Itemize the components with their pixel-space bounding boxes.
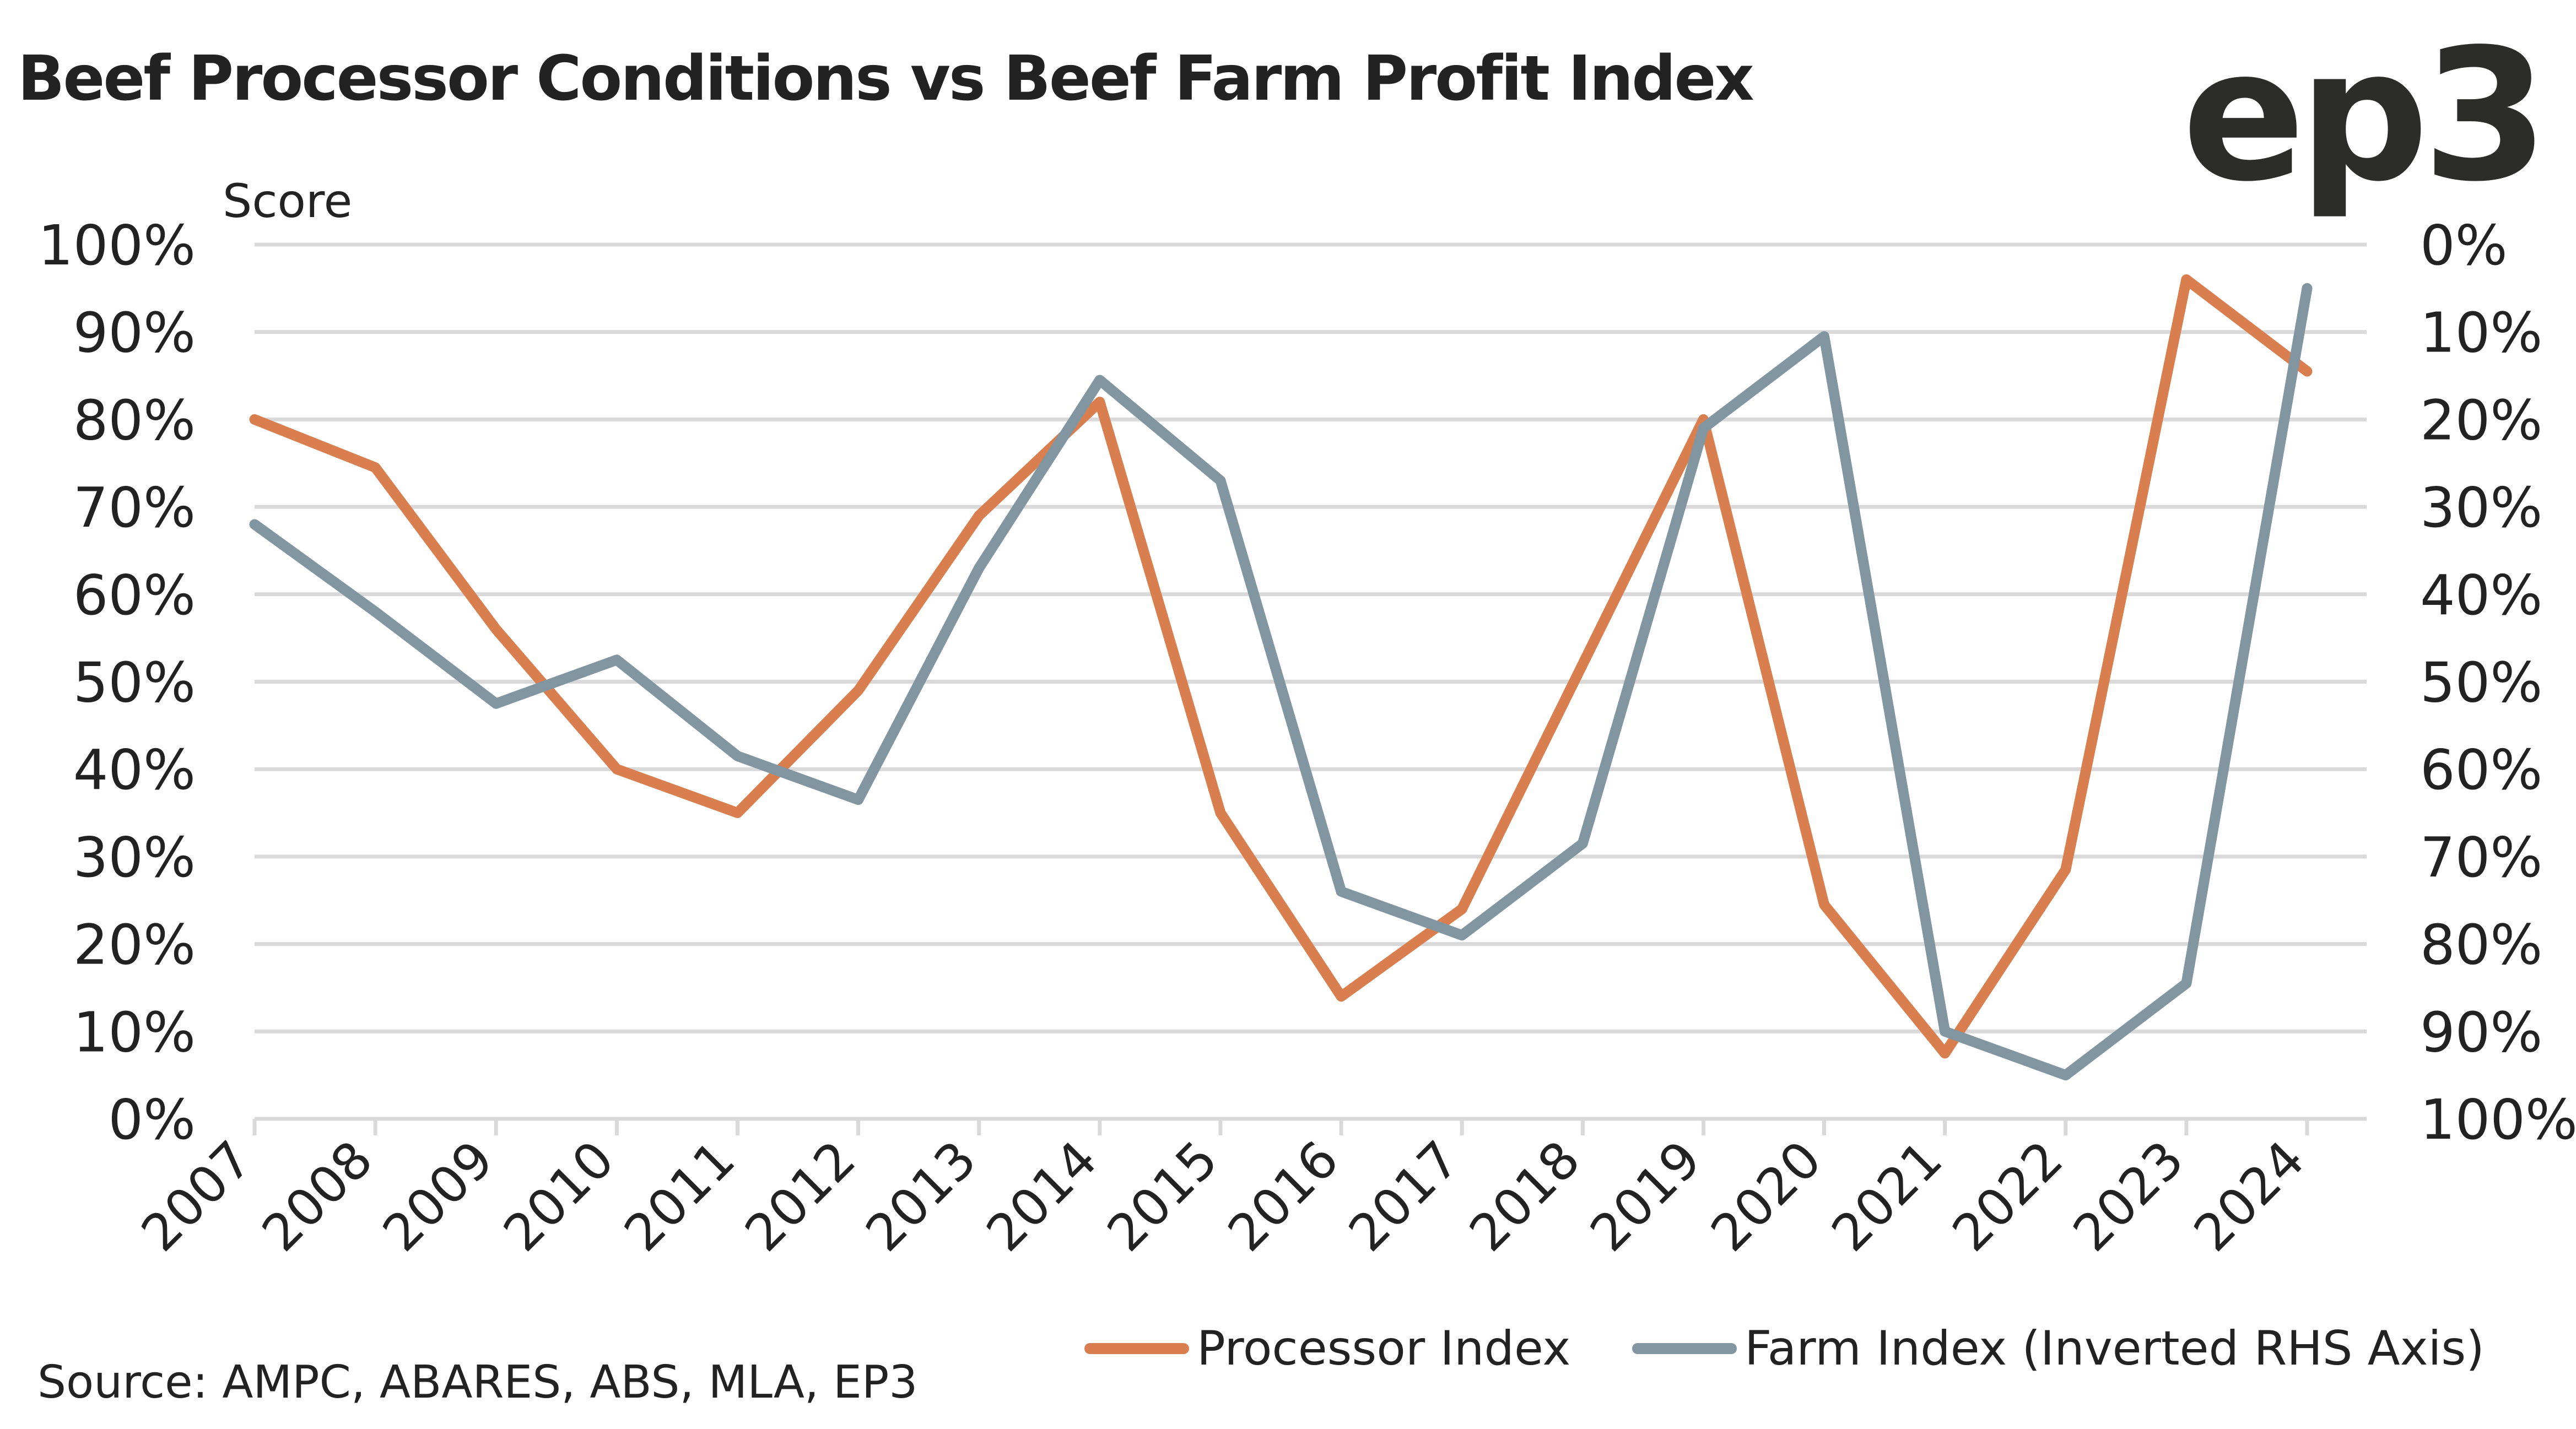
gridlines — [255, 242, 2367, 1121]
y-tick-label-right: 20% — [2420, 388, 2542, 452]
y-tick-label-right: 50% — [2420, 651, 2542, 715]
x-tick-label: 2009 — [372, 1130, 505, 1263]
data-point-farm — [495, 703, 497, 705]
x-tick-label: 2017 — [1338, 1130, 1471, 1263]
data-point-farm — [375, 611, 376, 613]
y-axis-label: Score — [223, 174, 352, 228]
y-tick-label-right: 100% — [2420, 1087, 2576, 1152]
data-point-farm — [616, 659, 618, 661]
data-point-processor — [737, 812, 738, 814]
x-tick-label: 2019 — [1579, 1130, 1712, 1263]
x-tick-label: 2008 — [251, 1130, 384, 1263]
source-note: Source: AMPC, ABARES, ABS, MLA, EP3 — [37, 1356, 918, 1409]
y-tick-label-right: 70% — [2420, 825, 2542, 890]
y-axis-right: 100% 90% 80% 70% 60% 50% 40% 30% 20% 10% 0% — [2420, 213, 2576, 1152]
ep3-logo: ep3 — [2182, 10, 2549, 221]
x-tick-label: 2024 — [2183, 1130, 2315, 1263]
data-point-farm — [1703, 427, 1704, 429]
series-lines — [249, 274, 2313, 1081]
legend-item-processor: Processor Index — [1084, 1321, 1570, 1376]
x-tick-label: 2022 — [1941, 1130, 2074, 1263]
data-point-processor — [978, 515, 980, 516]
y-tick-label-left: 40% — [73, 738, 196, 802]
y-tick-label-right: 30% — [2420, 475, 2542, 540]
data-point-farm — [1582, 843, 1584, 845]
y-axis-left: 0% 10% 20% 30% 40% 50% 60% 70% 80% 90% 100% — [38, 213, 196, 1152]
x-tick-label: 2021 — [1821, 1130, 1953, 1263]
y-tick-label-left: 10% — [73, 1000, 196, 1064]
y-tick-label-left: 100% — [38, 213, 196, 278]
data-point-farm — [1823, 335, 1825, 337]
data-point-processor — [857, 690, 859, 691]
data-point-processor — [1944, 1052, 1946, 1054]
y-tick-label-right: 90% — [2420, 1000, 2542, 1064]
y-tick-label-left: 30% — [73, 825, 196, 890]
x-tick-label: 2023 — [2062, 1130, 2195, 1263]
x-tick-label: 2013 — [855, 1130, 987, 1263]
y-tick-label-left: 20% — [73, 913, 196, 977]
data-point-processor — [495, 629, 497, 630]
data-point-processor — [2185, 279, 2187, 280]
data-point-processor — [1341, 995, 1342, 997]
y-tick-label-right: 0% — [2420, 213, 2508, 278]
data-point-processor — [1703, 419, 1704, 420]
legend-label-processor: Processor Index — [1197, 1321, 1571, 1376]
legend-item-farm: Farm Index (Inverted RHS Axis) — [1632, 1321, 2485, 1376]
y-tick-label-right: 80% — [2420, 913, 2542, 977]
data-point-processor — [2307, 371, 2308, 372]
series-line-processor — [249, 274, 2313, 1059]
data-point-processor — [1099, 401, 1100, 403]
chart-title: Beef Processor Conditions vs Beef Farm P… — [18, 43, 1754, 115]
data-point-processor — [375, 467, 376, 468]
y-tick-label-left: 50% — [73, 651, 196, 715]
y-tick-label-left: 80% — [73, 388, 196, 452]
data-point-farm — [1944, 1031, 1946, 1032]
series-line-farm — [249, 283, 2313, 1081]
data-point-processor — [1582, 663, 1584, 665]
data-point-processor — [254, 419, 255, 420]
data-point-farm — [2065, 1074, 2066, 1076]
data-point-farm — [2185, 983, 2187, 984]
x-tick-label: 2018 — [1459, 1130, 1591, 1263]
data-point-farm — [857, 799, 859, 800]
y-tick-label-left: 60% — [73, 563, 196, 627]
legend-swatch-farm — [1632, 1343, 1737, 1354]
data-point-farm — [978, 567, 980, 569]
data-point-processor — [1461, 908, 1463, 910]
x-tick-label: 2010 — [493, 1130, 625, 1263]
data-point-processor — [616, 768, 618, 770]
y-tick-label-left: 70% — [73, 475, 196, 540]
y-tick-label-right: 40% — [2420, 563, 2542, 627]
x-tick-label: 2015 — [1096, 1130, 1229, 1263]
data-point-farm — [2307, 288, 2308, 289]
x-tick-label: 2016 — [1217, 1130, 1349, 1263]
data-point-farm — [1099, 379, 1100, 381]
data-point-farm — [1341, 891, 1342, 892]
x-tick-label: 2020 — [1700, 1130, 1833, 1263]
x-tick-label: 2011 — [613, 1130, 746, 1263]
legend-label-farm: Farm Index (Inverted RHS Axis) — [1745, 1321, 2485, 1376]
data-point-processor — [2065, 869, 2066, 870]
data-point-farm — [254, 523, 255, 525]
data-point-farm — [1461, 934, 1463, 936]
data-point-processor — [1219, 812, 1221, 814]
data-point-farm — [737, 755, 738, 757]
legend-swatch-processor — [1084, 1343, 1189, 1354]
y-tick-label-left: 90% — [73, 301, 196, 365]
x-tick-label: 2012 — [734, 1130, 867, 1263]
y-tick-label-left: 0% — [108, 1087, 196, 1152]
y-tick-label-right: 10% — [2420, 301, 2542, 365]
data-point-processor — [1823, 904, 1825, 906]
x-axis: 2007200820092010201120122013201420152016… — [130, 1119, 2316, 1263]
y-tick-label-right: 60% — [2420, 738, 2542, 802]
x-tick-label: 2014 — [975, 1130, 1108, 1263]
data-point-farm — [1219, 480, 1221, 481]
